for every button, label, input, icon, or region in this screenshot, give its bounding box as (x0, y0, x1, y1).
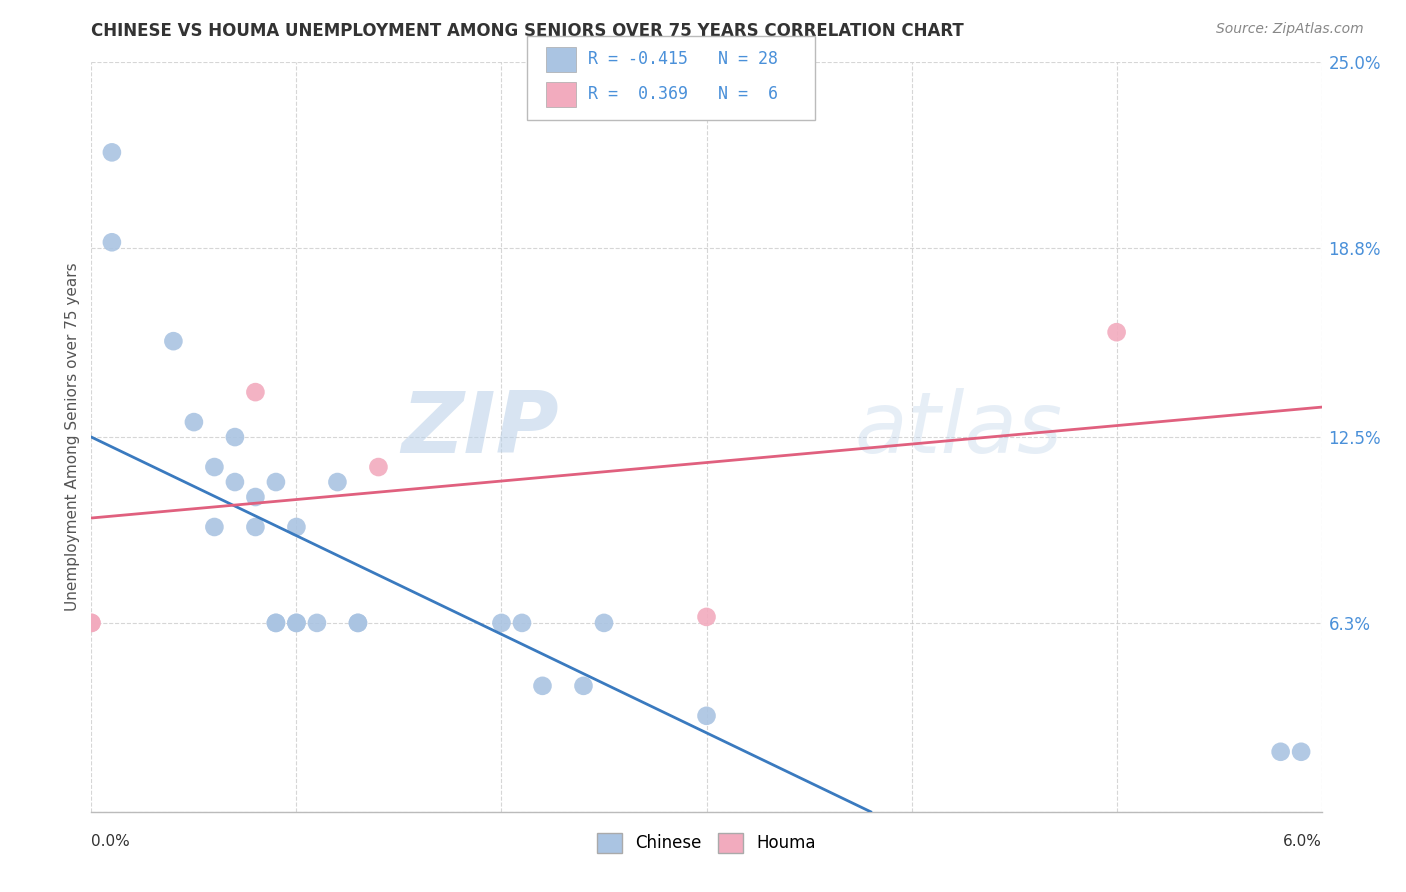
Text: CHINESE VS HOUMA UNEMPLOYMENT AMONG SENIORS OVER 75 YEARS CORRELATION CHART: CHINESE VS HOUMA UNEMPLOYMENT AMONG SENI… (91, 22, 965, 40)
Point (101, 235, 124, 250)
Point (264, 615, 287, 630)
Point (224, 475, 246, 489)
Point (202, 520, 225, 534)
Text: 6.0%: 6.0% (1282, 834, 1322, 848)
Point (224, 430, 246, 444)
Point (347, 615, 370, 630)
Point (264, 615, 287, 630)
Point (491, 615, 513, 630)
Point (1105, 325, 1128, 339)
Point (183, 415, 205, 429)
Point (1270, 745, 1292, 759)
Y-axis label: Unemployment Among Seniors over 75 years: Unemployment Among Seniors over 75 years (65, 263, 80, 611)
Point (531, 679, 554, 693)
Point (1289, 745, 1312, 759)
Text: R = -0.415   N = 28: R = -0.415 N = 28 (588, 51, 778, 69)
Point (80, 615, 103, 630)
Point (202, 460, 225, 475)
Point (101, 145, 124, 160)
Point (162, 334, 184, 348)
Point (80, 615, 103, 630)
Point (264, 475, 287, 489)
Point (510, 615, 533, 630)
Point (285, 615, 308, 630)
Point (245, 385, 267, 400)
Text: R =  0.369   N =  6: R = 0.369 N = 6 (588, 86, 778, 103)
Point (347, 615, 370, 630)
Point (367, 460, 389, 475)
Text: atlas: atlas (853, 388, 1062, 471)
Point (245, 490, 267, 504)
Point (305, 615, 328, 630)
Point (572, 679, 595, 693)
Point (285, 615, 308, 630)
Text: Source: ZipAtlas.com: Source: ZipAtlas.com (1216, 22, 1364, 37)
Point (245, 520, 267, 534)
Point (695, 708, 717, 723)
Point (285, 520, 308, 534)
Point (593, 615, 616, 630)
Point (695, 610, 717, 624)
Text: ZIP: ZIP (401, 388, 558, 471)
Point (326, 475, 349, 489)
Legend: Chinese, Houma: Chinese, Houma (591, 826, 823, 860)
Text: 0.0%: 0.0% (91, 834, 131, 848)
